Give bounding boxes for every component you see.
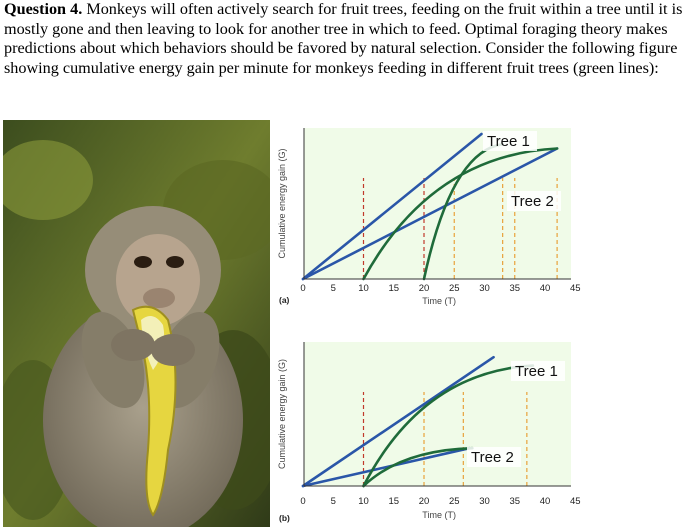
monkey-photo <box>3 120 270 527</box>
x-axis-label: Time (T) <box>422 296 456 306</box>
green-curve-2 <box>362 446 474 488</box>
blue-line-2 <box>301 446 471 488</box>
x-tick-label: 0 <box>300 283 305 294</box>
chart-panel-b: Tree 1 Tree 2 0 5 10 15 20 25 30 35 40 45 Time (T) Cu… <box>271 338 581 528</box>
x-tick-label: 20 <box>419 283 430 294</box>
chart-b-svg: Tree 1 Tree 2 0 5 10 15 20 25 30 35 40 45 Time (T) Cu… <box>277 342 581 523</box>
x-tick-label: 45 <box>570 496 581 507</box>
x-tick-label: 45 <box>570 283 581 294</box>
x-tick-label: 35 <box>509 283 520 294</box>
x-tick-label: 30 <box>479 283 490 294</box>
x-tick-label: 15 <box>388 496 399 507</box>
tree-label-2: Tree 2 <box>511 193 554 210</box>
x-tick-label: 15 <box>388 283 399 294</box>
x-tick-label: 40 <box>540 496 551 507</box>
tree-label-1: Tree 1 <box>487 133 530 150</box>
tree-label-bg-1 <box>511 361 565 381</box>
x-tick-label: 5 <box>331 283 336 294</box>
tree-label-bg-1 <box>483 131 537 151</box>
chart-panel-a: Tree 1 Tree 2 0 5 10 15 20 25 30 35 40 45 Time (T) Cu… <box>271 124 581 324</box>
blue-line-2 <box>301 147 559 281</box>
tree-label-bg-2 <box>507 191 561 211</box>
x-tick-label: 20 <box>419 496 430 507</box>
x-tick-label: 35 <box>509 496 520 507</box>
tree-label-bg-2 <box>467 447 521 467</box>
x-tick-label: 10 <box>358 283 369 294</box>
x-tick-label: 25 <box>449 283 460 294</box>
y-axis-label: Cumulative energy gain (G) <box>277 359 287 469</box>
x-axis-label: Time (T) <box>422 510 456 520</box>
chart-a-svg: Tree 1 Tree 2 0 5 10 15 20 25 30 35 40 45 Time (T) Cu… <box>277 128 581 306</box>
monkey-illustration <box>3 120 270 527</box>
x-tick-label: 30 <box>479 496 490 507</box>
tree-label-2: Tree 2 <box>471 449 514 466</box>
question-body: Monkeys will often actively search for f… <box>4 0 683 77</box>
x-tick-label: 10 <box>358 496 369 507</box>
question-text: Question 4. Monkeys will often actively … <box>4 0 688 78</box>
tree-label-1: Tree 1 <box>515 363 558 380</box>
green-curve-1 <box>362 364 535 488</box>
blue-line-1 <box>301 132 483 281</box>
x-tick-label: 5 <box>331 496 336 507</box>
blue-line-1 <box>301 355 495 488</box>
question-number: Question 4. <box>4 0 83 18</box>
x-tick-label: 40 <box>540 283 551 294</box>
panel-label: (a) <box>279 295 290 305</box>
panel-label: (b) <box>279 513 290 523</box>
x-tick-label: 0 <box>300 496 305 507</box>
y-axis-label: Cumulative energy gain (G) <box>277 148 287 258</box>
x-tick-label: 25 <box>449 496 460 507</box>
green-curve-2 <box>362 147 559 281</box>
